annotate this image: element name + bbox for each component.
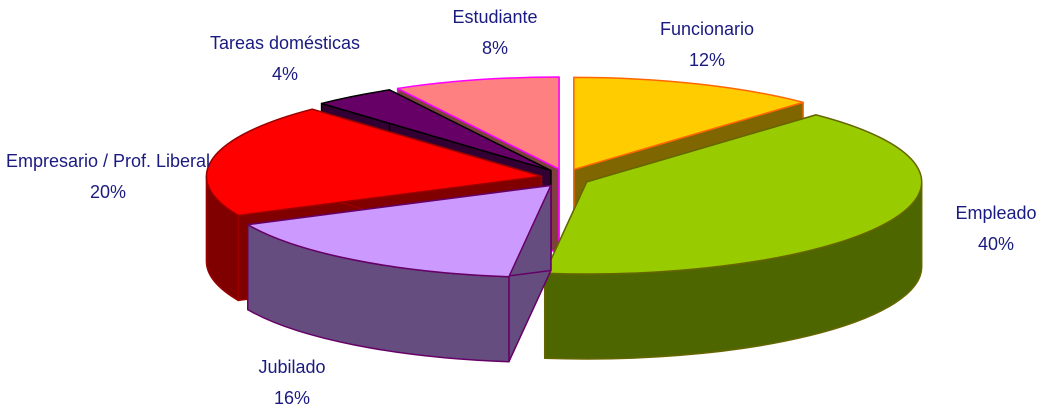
slice xyxy=(320,89,552,172)
slice xyxy=(247,184,552,278)
slice-label: Tareas domésticas 4% xyxy=(185,28,385,90)
category-label: Funcionario xyxy=(659,19,755,39)
value-label: 20% xyxy=(89,182,127,202)
slice xyxy=(396,76,560,170)
category-label: Jubilado xyxy=(258,357,326,377)
slice xyxy=(543,114,923,275)
value-label: 40% xyxy=(977,234,1015,254)
value-label: 4% xyxy=(271,64,298,84)
category-label: Tareas domésticas xyxy=(209,33,361,53)
value-label: 12% xyxy=(688,50,726,70)
slice-label: Empresario / Prof. Liberal 20% xyxy=(3,146,213,208)
slice-label: Jubilado 16% xyxy=(192,352,392,407)
category-label: Empleado xyxy=(955,203,1037,223)
category-label: Empresario / Prof. Liberal xyxy=(5,151,211,171)
slice-label: Funcionario 12% xyxy=(607,14,807,76)
value-label: 16% xyxy=(273,388,311,407)
slice xyxy=(573,76,804,171)
value-label: 8% xyxy=(481,38,508,58)
slice-label: Empleado 40% xyxy=(896,198,1051,260)
slice xyxy=(205,108,543,217)
category-label: Estudiante xyxy=(452,7,538,27)
slice-label: Estudiante 8% xyxy=(395,2,595,64)
